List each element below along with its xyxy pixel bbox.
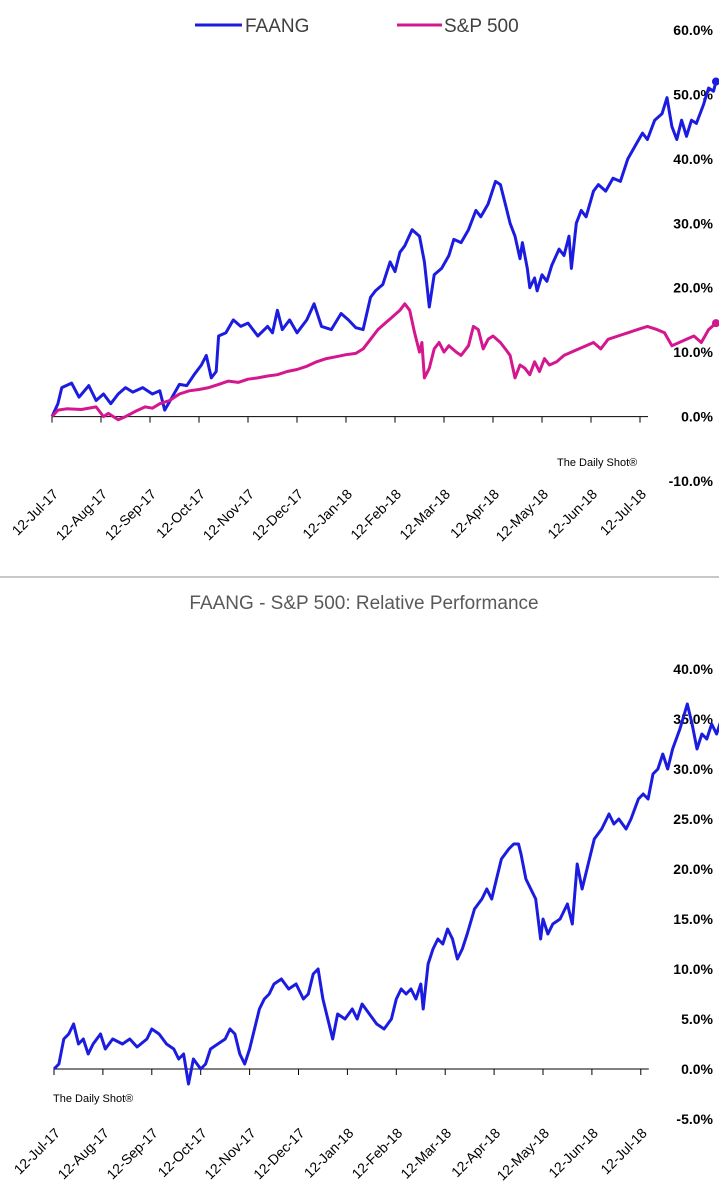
bottom-x-tick-label: 12-Sep-17 xyxy=(103,1125,161,1183)
bottom-y-tick-label: 5.0% xyxy=(681,1011,713,1027)
top-y-tick-label: 10.0% xyxy=(673,344,713,360)
top-y-tick-label: -10.0% xyxy=(669,473,714,489)
legend-label-faang: FAANG xyxy=(245,16,309,37)
bottom-y-tick-label: 20.0% xyxy=(673,861,713,877)
top-y-tick-label: 50.0% xyxy=(673,86,713,102)
bottom-x-tick-label: 12-May-18 xyxy=(493,1125,552,1184)
bottom-y-tick-label: 30.0% xyxy=(673,761,713,777)
top-x-tick-label: 12-Sep-17 xyxy=(102,486,160,544)
bottom-y-tick-label: 10.0% xyxy=(673,961,713,977)
bottom-y-tick-label: 0.0% xyxy=(681,1061,713,1077)
bottom-x-tick-label: 12-Dec-17 xyxy=(250,1125,308,1183)
bottom-chart: 12-Jul-1712-Aug-1712-Sep-1712-Oct-1712-N… xyxy=(11,661,719,1183)
bottom-x-tick-label: 12-Jul-18 xyxy=(597,1125,650,1178)
top-series-line-s-p-500 xyxy=(50,302,717,422)
bottom-y-tick-label: 40.0% xyxy=(673,661,713,677)
top-series-end-marker-faang xyxy=(711,77,719,86)
bottom-chart-watermark: The Daily Shot® xyxy=(53,1093,133,1105)
bottom-x-tick-label: 12-Jun-18 xyxy=(545,1125,601,1181)
legend: FAANG S&P 500 xyxy=(195,16,519,37)
bottom-chart-title: FAANG - S&P 500: Relative Performance xyxy=(189,593,538,614)
top-y-tick-label: 30.0% xyxy=(673,215,713,231)
top-chart-watermark: The Daily Shot® xyxy=(557,457,637,469)
bottom-x-tick-label: 12-Jan-18 xyxy=(301,1125,357,1181)
top-x-tick-label: 12-Mar-18 xyxy=(396,486,453,543)
top-y-tick-label: 60.0% xyxy=(673,22,713,38)
bottom-x-tick-label: 12-Aug-17 xyxy=(54,1125,112,1183)
top-x-tick-label: 12-Aug-17 xyxy=(53,486,111,544)
bottom-series-line-relative-performance xyxy=(52,702,719,1086)
top-x-tick-label: 12-Dec-17 xyxy=(249,486,307,544)
top-x-tick-label: 12-May-18 xyxy=(492,486,551,545)
top-x-tick-label: 12-Jan-18 xyxy=(299,486,355,542)
top-x-tick-label: 12-Nov-17 xyxy=(200,486,258,544)
top-y-tick-label: 20.0% xyxy=(673,280,713,296)
top-series-line-faang xyxy=(50,81,718,418)
legend-label-sp500: S&P 500 xyxy=(444,16,519,37)
top-x-tick-label: 12-Feb-18 xyxy=(347,486,404,543)
bottom-x-tick-label: 12-Mar-18 xyxy=(397,1125,454,1182)
top-y-tick-label: 0.0% xyxy=(681,409,713,425)
top-series-end-marker-s-p-500 xyxy=(711,319,719,328)
bottom-y-tick-label: 15.0% xyxy=(673,911,713,927)
bottom-x-tick-label: 12-Feb-18 xyxy=(348,1125,405,1182)
top-y-tick-label: 40.0% xyxy=(673,151,713,167)
bottom-x-tick-label: 12-Nov-17 xyxy=(201,1125,259,1183)
top-x-tick-label: 12-Jun-18 xyxy=(544,486,600,542)
bottom-y-tick-label: -5.0% xyxy=(676,1111,713,1127)
top-x-tick-label: 12-Jul-18 xyxy=(597,486,650,539)
bottom-y-tick-label: 25.0% xyxy=(673,811,713,827)
